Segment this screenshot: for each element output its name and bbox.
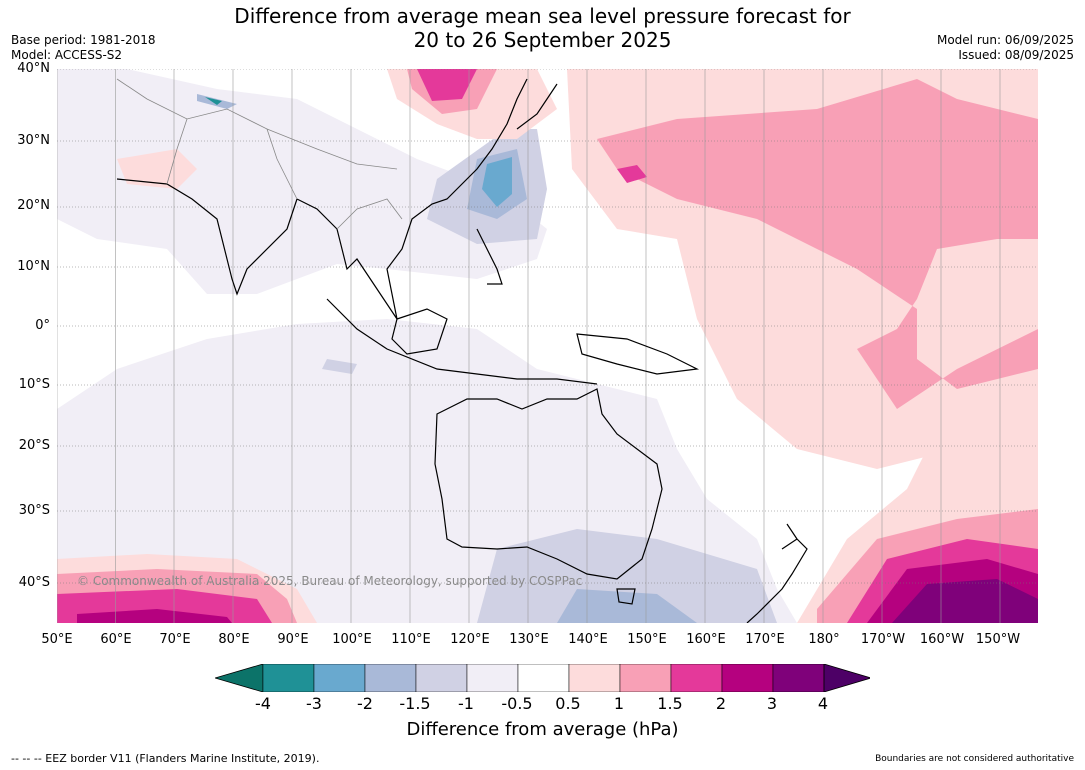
lat-label: 20°N [17, 198, 50, 213]
lat-label: 30°N [17, 133, 50, 148]
colorbar-tick: 2 [715, 694, 727, 713]
coastline-new-guinea [576, 333, 700, 375]
map-title: Difference from average mean sea level p… [0, 4, 1085, 52]
colorbar-tick: 1.5 [657, 694, 683, 713]
lon-label: 170°W [860, 632, 906, 647]
lon-label: 170°E [745, 632, 785, 647]
lat-label: 0° [35, 318, 50, 333]
colorbar-label: Difference from average (hPa) [406, 719, 679, 740]
colorbar-segment [262, 664, 315, 692]
coastline-borneo [391, 308, 448, 355]
country-borders [116, 78, 403, 230]
copyright-watermark: © Commonwealth of Australia 2025, Bureau… [77, 574, 583, 588]
coastline-southeast-asia [296, 78, 528, 320]
colorbar [215, 664, 870, 692]
colorbar-segment [772, 664, 825, 692]
model-run: Model run: 06/09/2025 [936, 33, 1074, 47]
colorbar-arrow-right [823, 664, 870, 692]
issued-date: Issued: 08/09/2025 [958, 48, 1074, 62]
lon-label: 110°E [391, 632, 431, 647]
colorbar-arrow-left [215, 664, 264, 692]
meta-right: Model run: 06/09/2025 Issued: 08/09/2025 [937, 33, 1074, 63]
colorbar-tick: 3 [766, 694, 778, 713]
pressure-anomaly-map [57, 69, 1038, 623]
colorbar-segment [313, 664, 366, 692]
coastline-philippines [476, 228, 503, 285]
colorbar-segment [415, 664, 468, 692]
colorbar-segment [517, 664, 570, 692]
colorbar-tick: 4 [817, 694, 829, 713]
eez-note: -- -- -- EEZ border V11 (Flanders Marine… [11, 752, 320, 765]
colorbar-segment [721, 664, 774, 692]
colorbar-segment [619, 664, 672, 692]
colorbar-segment [568, 664, 621, 692]
lon-label: 80°E [218, 632, 250, 647]
lat-label: 40°N [17, 61, 50, 76]
lon-label: 140°E [568, 632, 608, 647]
lat-label: 10°N [17, 259, 50, 274]
colorbar-tick: -1.5 [399, 694, 431, 713]
lon-label: 120°E [450, 632, 490, 647]
coastlines [116, 78, 808, 623]
colorbar-tick: -0.5 [501, 694, 533, 713]
colorbar-segment [466, 664, 519, 692]
colorbar-segment [364, 664, 417, 692]
coastline-india [116, 178, 298, 296]
colorbar-tick: -3 [306, 694, 322, 713]
lon-label: 70°E [159, 632, 191, 647]
lon-label: 180° [808, 632, 840, 647]
lat-label: 40°S [18, 575, 50, 590]
title-line-2: 20 to 26 September 2025 [413, 28, 672, 52]
lon-label: 130°E [509, 632, 549, 647]
colorbar-tick: -4 [255, 694, 271, 713]
boundaries-note: Boundaries are not considered authoritat… [875, 754, 1074, 764]
lon-label: 60°E [100, 632, 132, 647]
lat-label: 30°S [18, 503, 50, 518]
lon-label: 150°W [975, 632, 1021, 647]
coastline-tasmania [616, 588, 636, 605]
meta-left: Base period: 1981-2018 Model: ACCESS-S2 [11, 33, 156, 63]
negative-anomaly-regions [57, 69, 797, 623]
colorbar-tick: -2 [357, 694, 373, 713]
lon-label: 160°E [686, 632, 726, 647]
colorbar-tick: 0.5 [555, 694, 581, 713]
lon-label: 50°E [41, 632, 73, 647]
colorbar-tick: 1 [613, 694, 625, 713]
coastline-new-zealand [746, 523, 808, 623]
title-line-1: Difference from average mean sea level p… [234, 4, 851, 28]
model-name: Model: ACCESS-S2 [11, 48, 123, 62]
positive-anomaly-regions [57, 69, 1038, 623]
coastline-australia [434, 388, 663, 580]
colorbar-tick: -1 [458, 694, 474, 713]
colorbar-segment [670, 664, 723, 692]
lon-label: 100°E [332, 632, 372, 647]
coastline-japan [516, 83, 558, 130]
base-period: Base period: 1981-2018 [11, 33, 156, 47]
lon-label: 150°E [627, 632, 667, 647]
lat-label: 20°S [18, 438, 50, 453]
lon-label: 160°W [919, 632, 965, 647]
lon-label: 90°E [277, 632, 309, 647]
lat-label: 10°S [18, 377, 50, 392]
coastline-maritime [326, 298, 598, 385]
